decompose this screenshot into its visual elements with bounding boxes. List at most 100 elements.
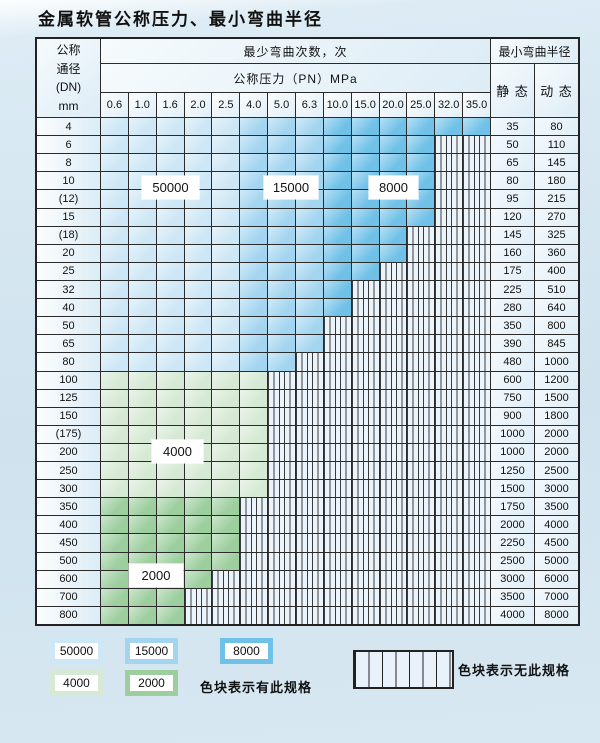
no-spec-cell [435,208,463,226]
spec-cell [212,244,240,262]
spec-cell [212,190,240,208]
spec-cell [101,154,128,172]
spec-cell [128,534,156,552]
dn-header-line3: (DN) [55,80,82,94]
spec-cell [323,172,351,190]
spec-cell [323,154,351,172]
spec-cell [351,136,379,154]
no-spec-cell [407,425,435,443]
spec-cell [212,498,240,516]
cycle-count-label: 2000 [129,564,183,587]
no-spec-cell [240,588,268,606]
static-radius-value: 120 [491,208,534,226]
spec-cell [101,462,128,480]
static-radius-value: 1000 [491,443,534,462]
spec-cell [156,606,184,624]
no-spec-cell [323,353,351,371]
no-spec-cell [351,570,379,588]
no-spec-cell [351,534,379,552]
spec-cell [156,588,184,606]
no-spec-cell [407,226,435,244]
no-spec-cell [240,552,268,570]
spec-cell [101,136,128,154]
spec-cell [212,226,240,244]
no-spec-cell [268,371,295,389]
no-spec-cell [463,371,490,389]
spec-cell [351,154,379,172]
static-header: 静 态 [491,64,534,117]
spec-cell [323,280,351,299]
static-radius-value: 480 [491,353,534,371]
spec-cell [128,389,156,407]
no-spec-cell [407,498,435,516]
dn-row-label: 450 [37,534,100,552]
no-spec-cell [268,480,295,498]
spec-cell [268,118,295,136]
dynamic-radius-value: 1200 [535,371,578,389]
spec-cell [407,208,435,226]
no-spec-cell [351,335,379,353]
spec-cell [128,299,156,317]
static-radius-value: 4000 [491,606,534,624]
no-spec-cell [351,280,379,299]
no-spec-cell [435,262,463,280]
dynamic-radius-value: 4000 [535,516,578,534]
spec-cell [268,299,295,317]
no-spec-cell [463,317,490,335]
spec-cell [240,353,268,371]
dn-row-label: 300 [37,480,100,498]
spec-cell [101,226,128,244]
spec-cell [463,118,490,136]
no-spec-cell [379,280,407,299]
no-spec-cell [296,552,323,570]
no-spec-cell [463,389,490,407]
no-spec-cell [351,407,379,425]
spec-cell [240,425,268,443]
no-spec-cell [268,516,295,534]
dynamic-radius-value: 4500 [535,534,578,552]
no-spec-cell [435,606,463,624]
spec-cell [268,262,295,280]
spec-cell [212,516,240,534]
no-spec-cell [296,606,323,624]
spec-cell [101,606,128,624]
dynamic-radius-value: 270 [535,208,578,226]
spec-cell [184,498,212,516]
spec-cell [128,262,156,280]
spec-cell [128,317,156,335]
no-spec-cell [435,425,463,443]
no-spec-cell [407,389,435,407]
no-spec-cell [323,588,351,606]
spec-cell [240,371,268,389]
pressure-header: 公称压力（PN）MPa [101,64,490,92]
static-radius-value: 280 [491,299,534,317]
spec-cell [156,280,184,299]
no-spec-cell [240,570,268,588]
no-spec-cell [379,353,407,371]
spec-cell [296,280,323,299]
spec-cell [184,262,212,280]
no-spec-cell [240,606,268,624]
no-spec-cell [296,443,323,462]
spec-cell [156,226,184,244]
no-spec-cell [463,606,490,624]
spec-cell [101,552,128,570]
spec-cell [101,353,128,371]
spec-cell [379,118,407,136]
dn-row-label: 700 [37,588,100,606]
dynamic-radius-value: 510 [535,280,578,299]
spec-cell [101,570,128,588]
spec-cell [296,317,323,335]
no-spec-cell [212,570,240,588]
no-spec-cell [407,534,435,552]
spec-cell [101,389,128,407]
dynamic-radius-value: 145 [535,154,578,172]
spec-cell [184,480,212,498]
spec-cell [212,262,240,280]
no-spec-cell [268,389,295,407]
min-bend-radius-header: 最小弯曲半径 [491,39,578,63]
no-spec-cell [379,588,407,606]
no-spec-cell [379,407,407,425]
dynamic-radius-value: 180 [535,172,578,190]
no-spec-cell [268,462,295,480]
